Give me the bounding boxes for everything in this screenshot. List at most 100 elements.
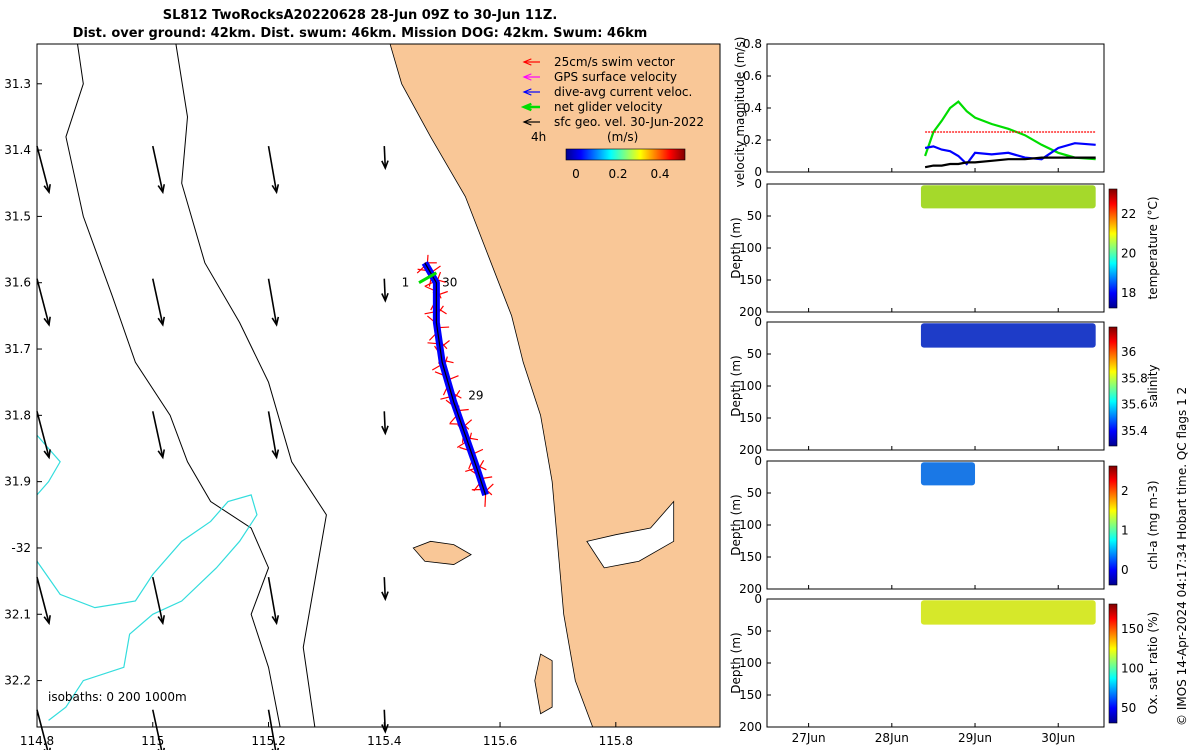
oxygen-ylabel: Depth (m) — [729, 632, 743, 693]
oxygen-colorbar — [1108, 603, 1118, 724]
time-tick-label: 27Jun — [792, 731, 826, 745]
salinity-cbar-tick: 35.6 — [1121, 398, 1148, 412]
geo-vector — [267, 576, 280, 626]
chlorophyll-cbar-tick: 0 — [1121, 563, 1129, 577]
geo-vector — [151, 278, 166, 327]
temperature-ylabel: Depth (m) — [729, 217, 743, 278]
salinity-ytick-label: 100 — [739, 379, 762, 393]
oxygen-data — [920, 600, 1096, 625]
legend-arrow — [522, 88, 540, 96]
oxygen-ytick-label: 100 — [739, 656, 762, 670]
temperature-colorbar — [1108, 188, 1118, 309]
island-garden — [534, 653, 553, 715]
track-label-29: 29 — [468, 388, 483, 402]
legend-entry: GPS surface velocity — [554, 70, 677, 84]
map-xtick-label: 115.6 — [483, 734, 517, 748]
geo-vector-shaft — [267, 145, 278, 193]
map-ytick-label: 31.5 — [4, 209, 31, 223]
geo-vector-head — [381, 425, 389, 436]
legend-arrow-head — [520, 102, 532, 112]
velocity-ytick-label: 0 — [754, 165, 762, 179]
chlorophyll-ytick-label: 200 — [739, 582, 762, 596]
map-ytick-label: 31.3 — [4, 77, 31, 91]
temperature-ytick-label: 100 — [739, 241, 762, 255]
chlorophyll-ytick-label: 100 — [739, 518, 762, 532]
temperature-ytick-label: 0 — [754, 177, 762, 191]
geo-vector-shaft — [267, 278, 278, 325]
oxygen-ytick-label: 0 — [754, 592, 762, 606]
geo-vector — [381, 411, 389, 436]
net-velocity-vector — [418, 271, 438, 285]
geo-vector — [381, 577, 389, 602]
chlorophyll-cbar-tick: 1 — [1121, 524, 1129, 538]
glider-track — [416, 254, 494, 507]
geo-vector-shaft — [267, 576, 278, 624]
geo-vector-shaft — [36, 278, 50, 325]
geo-vector-head — [271, 184, 280, 195]
oxygen-cbar-label: Ox. sat. ratio (%) — [1146, 612, 1160, 714]
oxygen-ytick-label: 50 — [747, 624, 762, 638]
swan-river — [586, 500, 675, 569]
chlorophyll-cbar-label: chl-a (mg m-3) — [1146, 480, 1160, 569]
legend-time: 4h — [531, 130, 546, 144]
geo-vector-head — [157, 184, 166, 195]
map-ytick-label: 32.2 — [4, 674, 31, 688]
legend-entry: net glider velocity — [554, 100, 662, 114]
temperature-ytick-label: 50 — [747, 209, 762, 223]
velocity-ytick-label: 0.6 — [743, 69, 762, 83]
geo-vector — [267, 411, 280, 460]
geo-velocity-vectors — [36, 145, 389, 750]
temperature-data — [920, 185, 1096, 209]
velocity-series-net-glider-velocity — [924, 100, 1096, 161]
geo-vector-shaft — [36, 576, 50, 624]
geo-vector-shaft — [36, 709, 49, 750]
legend-arrow-head — [522, 58, 532, 66]
oxygen-ytick-label: 200 — [739, 720, 762, 734]
legend-arrow — [522, 73, 540, 81]
geo-vector — [36, 145, 51, 195]
colorbar-tick: 0.2 — [608, 167, 627, 181]
salinity-cbar-label: salinity — [1146, 364, 1160, 407]
map-ytick-label: -32 — [11, 541, 31, 555]
geo-vector-head — [381, 160, 389, 171]
geo-vector — [36, 278, 51, 327]
chlorophyll-colorbar — [1108, 465, 1118, 586]
temperature-cbar-label: temperature (°C) — [1146, 197, 1160, 300]
track-label-start: 1 — [402, 276, 410, 290]
salinity-colorbar — [1108, 326, 1118, 447]
salinity-cbar-tick: 35.8 — [1121, 371, 1148, 385]
legend-arrow — [522, 58, 540, 66]
geo-vector-shaft — [151, 709, 163, 750]
map-ytick-label: 31.9 — [4, 475, 31, 489]
geo-vector — [151, 576, 166, 626]
geo-vector — [267, 278, 280, 327]
velocity-colorbar — [565, 148, 686, 161]
velocity-series-dive-avg-current — [924, 142, 1096, 166]
legend-entry: sfc geo. vel. 30-Jun-2022 — [554, 115, 704, 129]
geo-vector-head — [381, 591, 389, 602]
map-ytick-label: 31.7 — [4, 342, 31, 356]
profile-panel-salinity: 0 50 100 150 200 Depth (m) 36 35.8 35.6 35.4 salin… — [729, 315, 1160, 457]
geo-vector-shaft — [383, 411, 387, 434]
geo-vector-shaft — [151, 411, 164, 458]
title-line1: SL812 TwoRocksA20220628 28-Jun 09Z to 30… — [162, 8, 558, 23]
velocity-ytick-label: 0.4 — [743, 101, 762, 115]
geo-vector-shaft — [383, 709, 387, 732]
salinity-cbar-tick: 35.4 — [1121, 424, 1148, 438]
map-ytick-label: 31.4 — [4, 143, 31, 157]
geo-vector — [36, 709, 51, 750]
temperature-ytick-label: 150 — [739, 273, 762, 287]
geo-vector-shaft — [36, 145, 50, 193]
isobath-1000m-a — [36, 434, 61, 496]
geo-vector — [267, 709, 280, 750]
temperature-cbar-tick: 20 — [1121, 247, 1136, 261]
temperature-ytick-label: 200 — [739, 305, 762, 319]
geo-vector-shaft — [383, 146, 387, 169]
geo-vector-head — [157, 316, 166, 327]
geo-vector-shaft — [36, 411, 50, 458]
island-rottnest — [412, 540, 472, 565]
geo-vector-shaft — [383, 278, 387, 301]
